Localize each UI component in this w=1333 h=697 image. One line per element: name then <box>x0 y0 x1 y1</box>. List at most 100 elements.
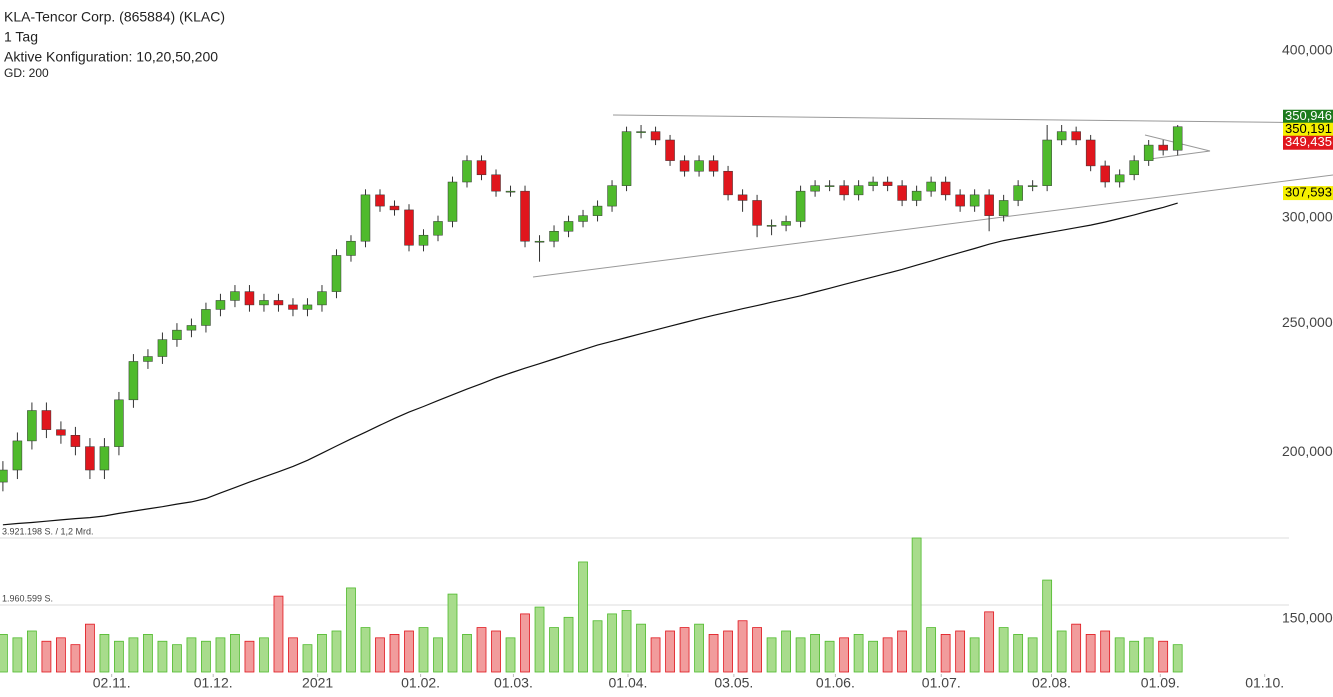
volume-bar <box>1056 630 1067 673</box>
volume-bar <box>85 623 95 673</box>
volume-bar <box>201 640 211 673</box>
candle-body <box>752 200 762 226</box>
x-tick-label: 01.04. <box>609 675 648 691</box>
y-tick-label: 150,000 <box>1282 610 1333 626</box>
candle-body <box>853 185 864 196</box>
candle-body <box>12 440 23 471</box>
volume-bar <box>563 616 574 673</box>
candle-body <box>694 160 704 172</box>
volume-bar <box>534 606 545 673</box>
candle-body <box>1085 139 1096 167</box>
candle-body <box>462 160 472 183</box>
price-label: 350,191 <box>1285 121 1332 136</box>
x-tick-label: 01.07. <box>922 675 961 691</box>
candle-body <box>810 185 820 192</box>
candle-body <box>578 215 588 222</box>
volume-bar <box>998 627 1009 673</box>
candle-body <box>288 304 298 310</box>
candle-body <box>433 221 443 236</box>
ma200-line <box>2 202 1178 526</box>
candle-body <box>1129 160 1139 176</box>
volume-bar <box>273 595 284 673</box>
candle-body <box>317 291 327 306</box>
candle-body <box>1027 185 1038 187</box>
y-tick-label: 400,000 <box>1282 42 1333 58</box>
candle-body <box>708 160 719 172</box>
x-tick-label: 01.10. <box>1245 675 1284 691</box>
volume-bar <box>1129 640 1140 673</box>
candle-body <box>230 291 240 301</box>
chart-title: KLA-Tencor Corp. (865884) (KLAC) <box>4 9 225 25</box>
x-tick-label: 02.11. <box>93 675 131 691</box>
volume-bar <box>1143 637 1154 673</box>
volume-bar <box>1013 634 1024 673</box>
volume-bar <box>331 630 342 673</box>
candle-body <box>259 300 269 306</box>
volume-bar <box>70 644 81 673</box>
volume-bar <box>346 587 356 673</box>
volume-bar <box>926 627 937 673</box>
candle-body <box>491 174 501 192</box>
volume-bar <box>1085 634 1096 673</box>
candle-body <box>1143 144 1154 161</box>
candle-body <box>1042 139 1052 186</box>
y-tick-label: 200,000 <box>1282 443 1333 459</box>
volume-bar <box>418 627 429 673</box>
candle-body <box>128 361 139 401</box>
volume-bar <box>1100 630 1111 673</box>
candle-body <box>447 181 458 222</box>
candle-body <box>99 446 110 471</box>
volume-bar <box>12 637 23 673</box>
volume-bar <box>302 644 313 673</box>
volume-bar <box>882 637 893 673</box>
candle-body <box>0 469 8 483</box>
volume-bar <box>389 634 400 673</box>
candle-body <box>1056 131 1067 141</box>
volume-bar <box>1158 640 1169 673</box>
candle-body <box>679 160 690 172</box>
candle-body <box>201 309 211 326</box>
volume-bar <box>1027 637 1038 673</box>
volume-bar <box>186 637 197 673</box>
volume-bar <box>1042 579 1053 673</box>
volume-bar <box>897 630 908 673</box>
candle-body <box>404 209 414 246</box>
volume-bar <box>215 637 226 673</box>
candle-body <box>1172 126 1183 151</box>
candle-body <box>824 185 835 187</box>
y-tick-label: 250,000 <box>1282 314 1333 330</box>
volume-bar <box>244 640 255 673</box>
x-tick-label: 01.12. <box>194 675 233 691</box>
candle-body <box>389 205 400 211</box>
candle-body <box>621 131 632 186</box>
candle-body <box>27 410 37 442</box>
candle-body <box>505 190 516 193</box>
candle-body <box>476 160 487 176</box>
candle-body <box>592 205 603 216</box>
y-tick-label: 300,000 <box>1282 208 1333 224</box>
candle-body <box>70 435 81 447</box>
volume-bar <box>766 637 777 673</box>
candle-body <box>897 185 907 201</box>
volume-tick-label: 3.921.198 S. / 1,2 Mrd. <box>2 526 94 536</box>
volume-bar <box>650 637 661 673</box>
volume-bar <box>621 610 632 673</box>
volume-bar <box>549 627 559 673</box>
x-tick-label: 01.09. <box>1141 675 1180 691</box>
candle-body <box>273 300 284 306</box>
config: Aktive Konfiguration: 10,20,50,200 <box>4 49 218 65</box>
volume-bar <box>41 640 52 673</box>
candle-body <box>882 181 893 186</box>
candle-body <box>41 410 52 430</box>
price-label-box <box>1283 186 1333 201</box>
volume-bar <box>940 634 951 673</box>
volume-bar <box>679 627 690 673</box>
volume-bar <box>752 627 762 673</box>
candle-body <box>1013 185 1023 201</box>
volume-bar <box>824 640 835 673</box>
volume-bar <box>737 620 748 673</box>
volume-bar <box>578 561 588 673</box>
volume-bar <box>969 637 980 673</box>
volume-bar <box>592 620 603 673</box>
